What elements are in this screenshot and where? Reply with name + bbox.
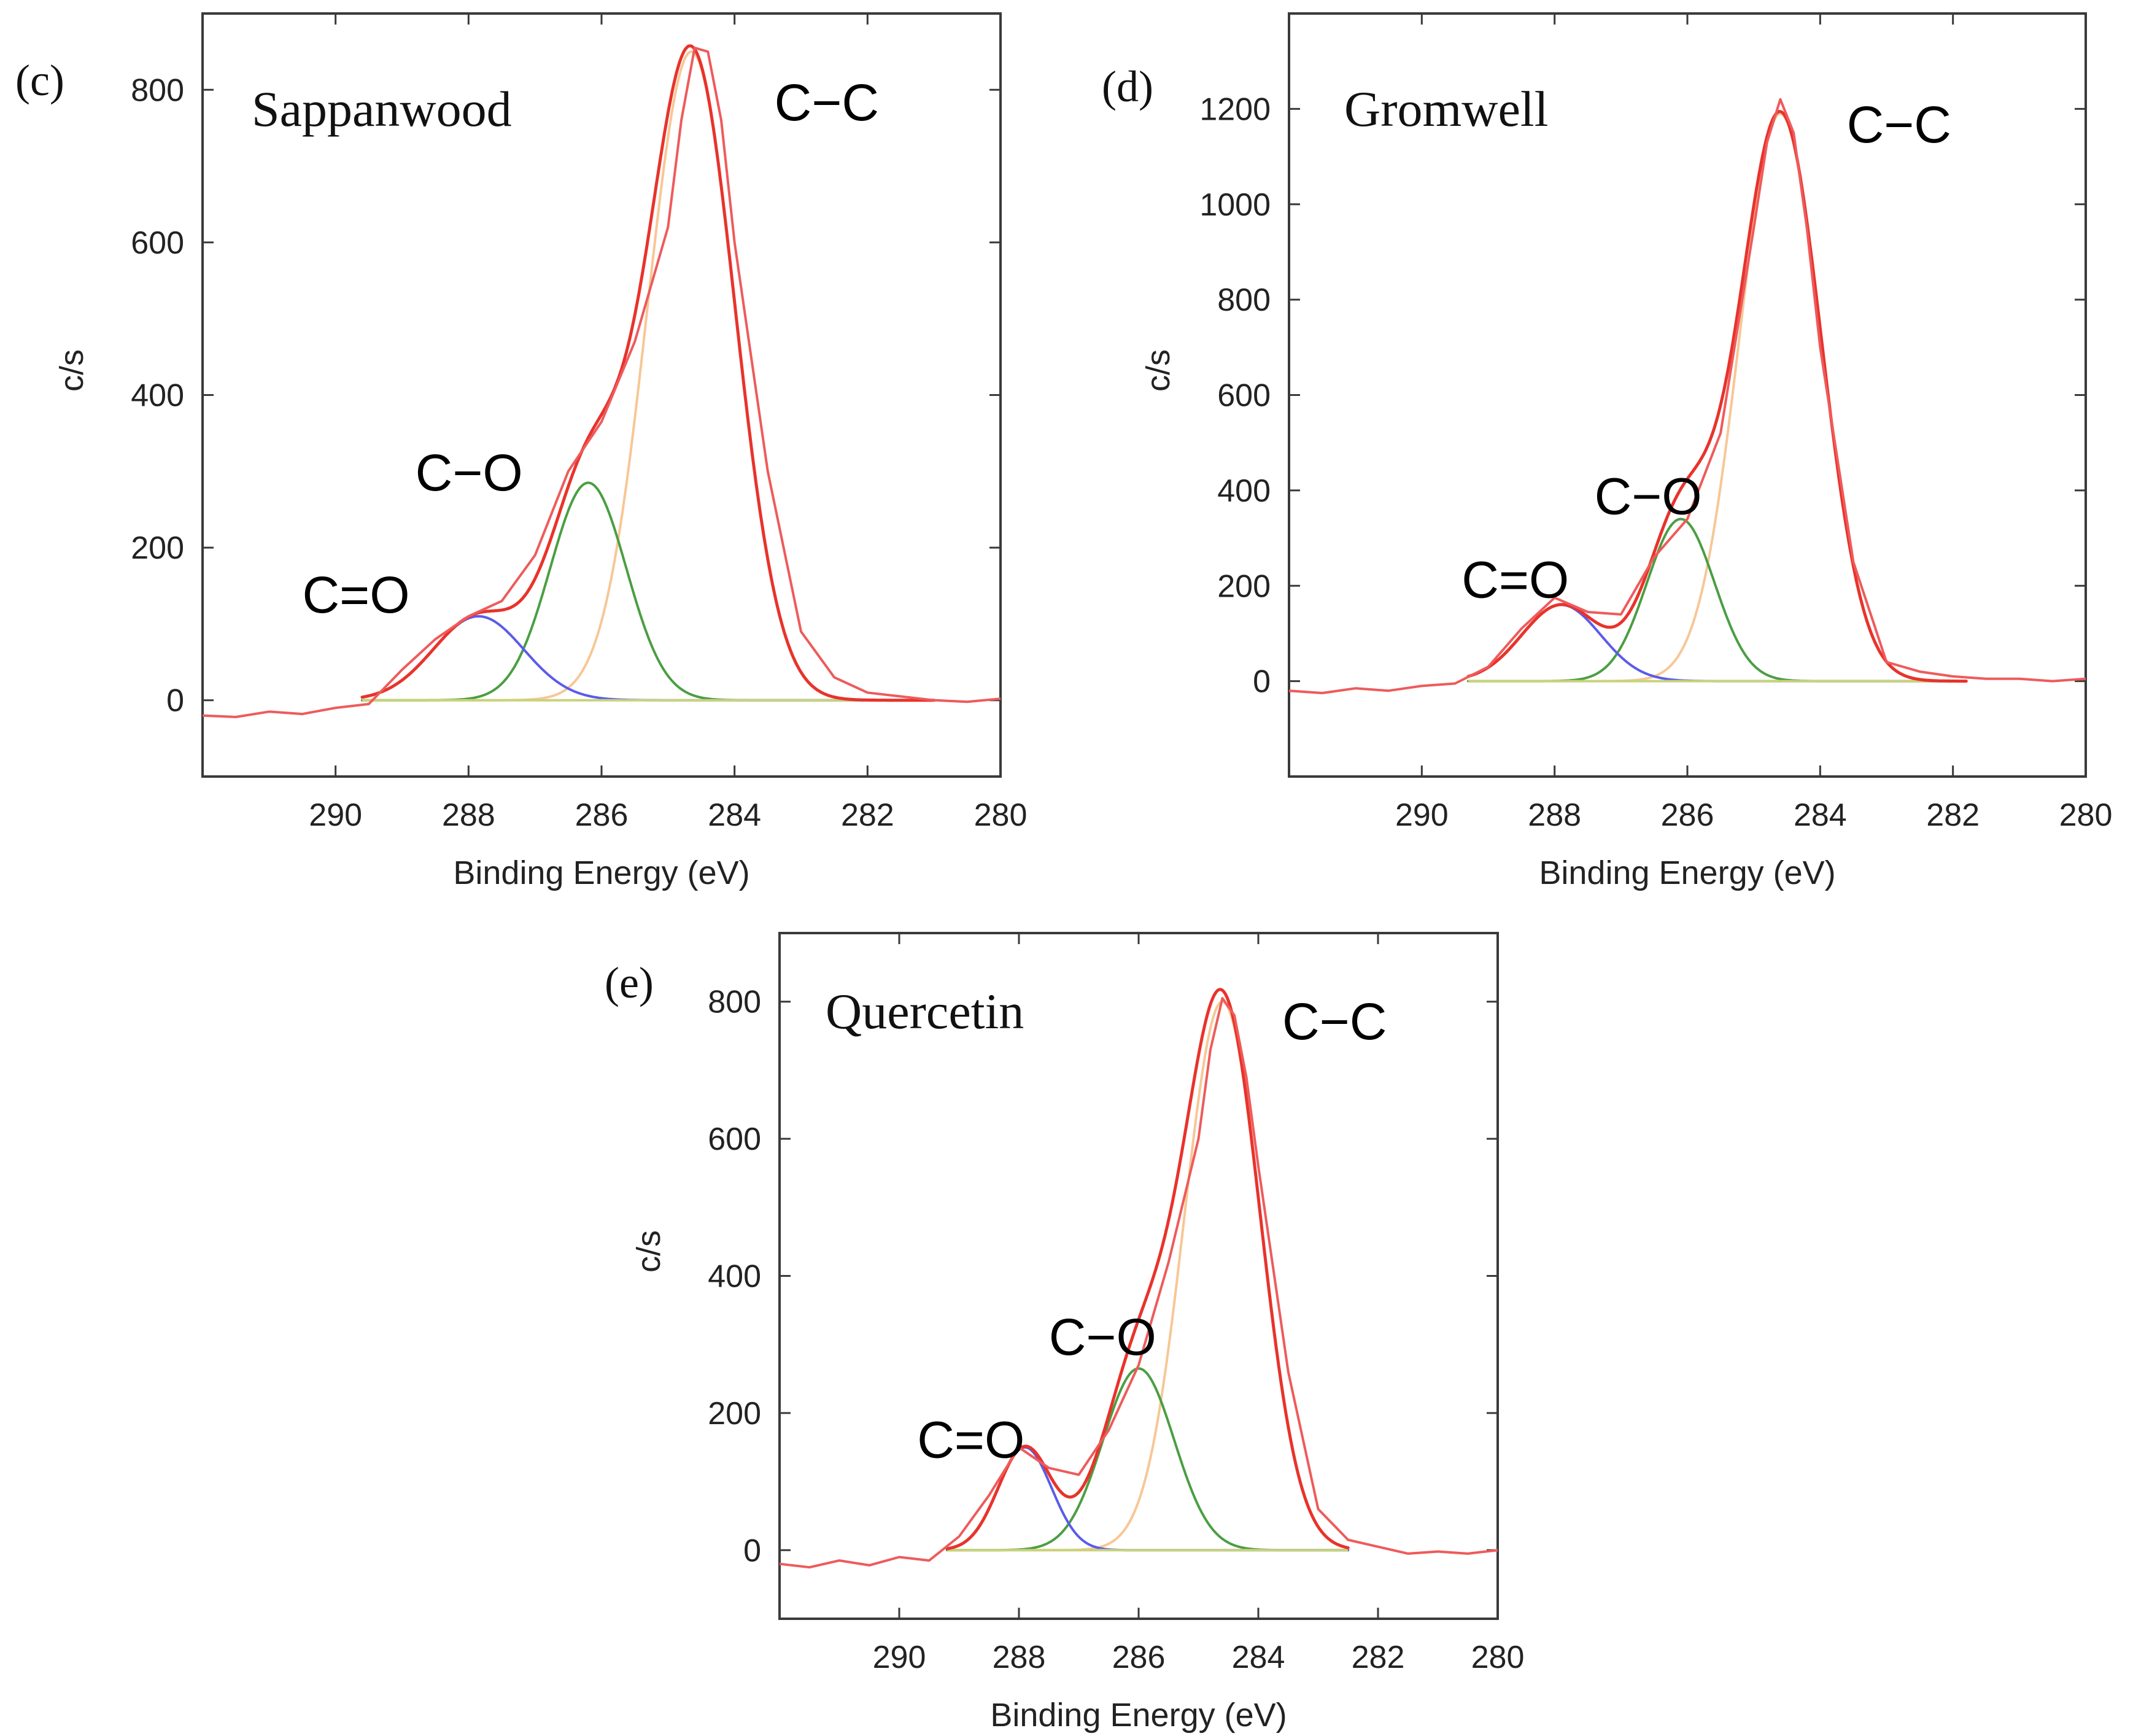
panel-title: Quercetin <box>826 983 1024 1039</box>
raw-data-curve <box>203 46 1001 718</box>
c-double-o-component-curve <box>1467 603 1968 683</box>
y-tick-label: 400 <box>1217 473 1271 509</box>
x-tick-label: 286 <box>575 797 629 833</box>
x-tick-label: 280 <box>974 797 1028 833</box>
y-tick-label: 200 <box>131 530 184 566</box>
x-tick-label: 286 <box>1112 1640 1166 1675</box>
x-tick-label: 288 <box>993 1640 1046 1675</box>
chart-panel-2: 290 288 286 284 282 280 0 200 400 600 800 Binding E… <box>605 932 1525 1734</box>
x-tick-label: 290 <box>309 797 362 833</box>
y-tick-label: 1200 <box>1199 91 1271 127</box>
peak-label: C=O <box>303 566 410 624</box>
y-axis-label: c/s <box>630 1230 667 1273</box>
panel-letter: (e) <box>605 958 654 1007</box>
x-axis-label: Binding Energy (eV) <box>453 854 749 891</box>
chart-panel-0: 290 288 286 284 282 280 0 200 400 600 800 Binding E… <box>15 12 1028 891</box>
x-tick-label: 288 <box>442 797 495 833</box>
y-tick-label: 200 <box>708 1396 761 1432</box>
raw-data-curve <box>780 997 1498 1569</box>
y-tick-label: 0 <box>1253 664 1271 700</box>
y-tick-label: 400 <box>708 1259 761 1295</box>
x-axis-label: Binding Energy (eV) <box>1539 854 1835 891</box>
plot-area <box>780 988 1498 1569</box>
peak-label: C=O <box>1461 551 1569 609</box>
raw-data-curve <box>1289 98 2086 694</box>
y-tick-label: 0 <box>166 683 184 719</box>
x-tick-label: 284 <box>708 797 761 833</box>
c-double-o-component-curve <box>361 615 935 702</box>
panel-title: Gromwell <box>1344 81 1548 137</box>
x-tick-label: 284 <box>1232 1640 1285 1675</box>
x-tick-label: 282 <box>1352 1640 1405 1675</box>
fit-envelope-curve <box>1466 110 1968 683</box>
y-tick-label: 600 <box>131 225 184 261</box>
y-tick-label: 400 <box>131 378 184 414</box>
peak-label: C−C <box>1282 993 1387 1050</box>
x-tick-label: 290 <box>873 1640 926 1675</box>
peak-label: C−C <box>1847 96 1951 153</box>
panel-letter: (d) <box>1102 62 1153 111</box>
peak-label: C−O <box>416 444 523 502</box>
y-tick-label: 200 <box>1217 568 1271 604</box>
x-tick-label: 282 <box>1926 797 1980 833</box>
x-tick-label: 282 <box>841 797 894 833</box>
plot-area <box>1289 98 2086 694</box>
y-axis-label: c/s <box>1140 349 1177 392</box>
x-tick-label: 288 <box>1528 797 1581 833</box>
y-axis-label: c/s <box>53 349 90 392</box>
y-tick-label: 1000 <box>1199 187 1271 223</box>
y-tick-label: 0 <box>743 1533 761 1568</box>
c-c-component-curve <box>361 50 935 702</box>
y-tick-label: 800 <box>131 72 184 108</box>
panel-title: Sappanwood <box>252 81 512 137</box>
peak-label: C−O <box>1049 1308 1156 1366</box>
plot-area <box>203 44 1001 718</box>
x-tick-label: 280 <box>1471 1640 1525 1675</box>
peak-label: C−O <box>1595 468 1702 525</box>
x-tick-label: 286 <box>1661 797 1714 833</box>
y-tick-label: 600 <box>1217 378 1271 414</box>
panel-letter: (c) <box>15 56 64 105</box>
y-tick-label: 800 <box>708 985 761 1020</box>
x-axis-label: Binding Energy (eV) <box>990 1697 1287 1734</box>
x-tick-label: 284 <box>1794 797 1847 833</box>
x-tick-label: 290 <box>1395 797 1449 833</box>
y-tick-label: 800 <box>1217 282 1271 318</box>
chart-panel-1: 290 288 286 284 282 280 0 200 400 600 800 1000 1200 B… <box>1102 12 2113 891</box>
y-tick-label: 600 <box>708 1122 761 1157</box>
x-tick-label: 280 <box>2059 797 2113 833</box>
c-o-component-curve <box>361 481 935 702</box>
fit-envelope-curve <box>360 44 936 702</box>
peak-label: C=O <box>917 1411 1024 1469</box>
peak-label: C−C <box>775 74 879 131</box>
